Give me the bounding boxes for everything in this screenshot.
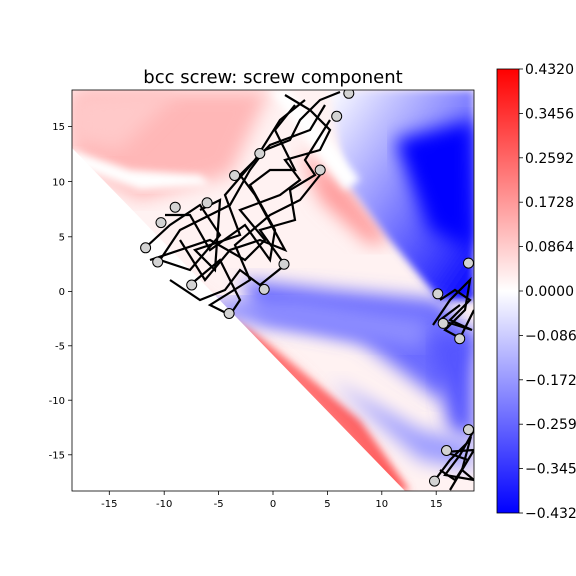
colorbar-label: −0.3456 [525, 462, 576, 478]
atom-marker [152, 256, 164, 268]
y-tick-label: 15 [52, 122, 65, 133]
x-tick-labels: -15 -10 -5 0 5 10 15 [101, 499, 442, 510]
colorbar-label: 0.0000 [525, 284, 574, 300]
colorbar-label: −0.0864 [525, 328, 576, 344]
x-tick-label: -10 [156, 499, 172, 510]
colorbar-ticks [519, 68, 523, 514]
chart-title: bcc screw: screw component [143, 67, 402, 88]
atom-marker [186, 279, 198, 291]
atom-marker [169, 201, 181, 213]
atom-marker [463, 424, 474, 436]
x-tick-label: 10 [375, 499, 388, 510]
atom-marker [314, 164, 326, 176]
atom-marker [463, 257, 474, 269]
x-tick-label: 0 [270, 499, 276, 510]
colorbar-label: −0.4320 [525, 506, 576, 522]
x-tick-label: -15 [101, 499, 117, 510]
x-tick-label: -5 [214, 499, 224, 510]
colorbar-label: 0.2592 [525, 151, 574, 167]
y-axis [68, 126, 72, 456]
y-tick-labels: -15 -10 -5 0 5 10 15 [49, 122, 65, 461]
atom-marker [343, 90, 355, 99]
atom-marker [258, 283, 270, 295]
colorbar-label: −0.2592 [525, 417, 576, 433]
atom-marker [278, 258, 290, 270]
x-tick-label: 15 [430, 499, 443, 510]
colorbar-label: 0.1728 [525, 195, 574, 211]
x-tick-label: 5 [324, 499, 330, 510]
atom-marker [429, 475, 440, 487]
y-tick-label: 0 [59, 287, 65, 298]
x-axis [108, 491, 437, 495]
colorbar-label: 0.0864 [525, 240, 574, 256]
y-tick-label: 10 [52, 177, 65, 188]
y-tick-label: -15 [49, 451, 65, 462]
atom-marker [432, 288, 444, 300]
atom-markers [140, 90, 474, 487]
colorbar-gradient [497, 69, 519, 513]
y-tick-label: -5 [55, 342, 65, 353]
atom-marker [437, 317, 449, 329]
colorbar-label: 0.4320 [525, 62, 574, 78]
atom-marker [441, 445, 452, 456]
atom-marker [223, 308, 235, 319]
atom-marker [201, 197, 213, 209]
atom-marker [331, 110, 343, 122]
colorbar: 0.4320 0.3456 0.2592 0.1728 0.0864 0.000… [496, 62, 576, 522]
atom-marker [140, 242, 152, 254]
colorbar-label: −0.1728 [525, 373, 576, 389]
colorbar-label: 0.3456 [525, 106, 574, 122]
atom-marker [229, 170, 241, 181]
arrow-cluster-lower [431, 429, 474, 491]
plot-area [71, 89, 475, 492]
atom-marker [155, 217, 167, 229]
atom-marker [454, 333, 466, 345]
atom-marker [254, 148, 266, 159]
y-tick-label: -10 [49, 396, 65, 407]
arrow-cluster-upper [144, 90, 341, 317]
y-tick-label: 5 [59, 233, 65, 244]
heatmap-field [72, 90, 474, 491]
